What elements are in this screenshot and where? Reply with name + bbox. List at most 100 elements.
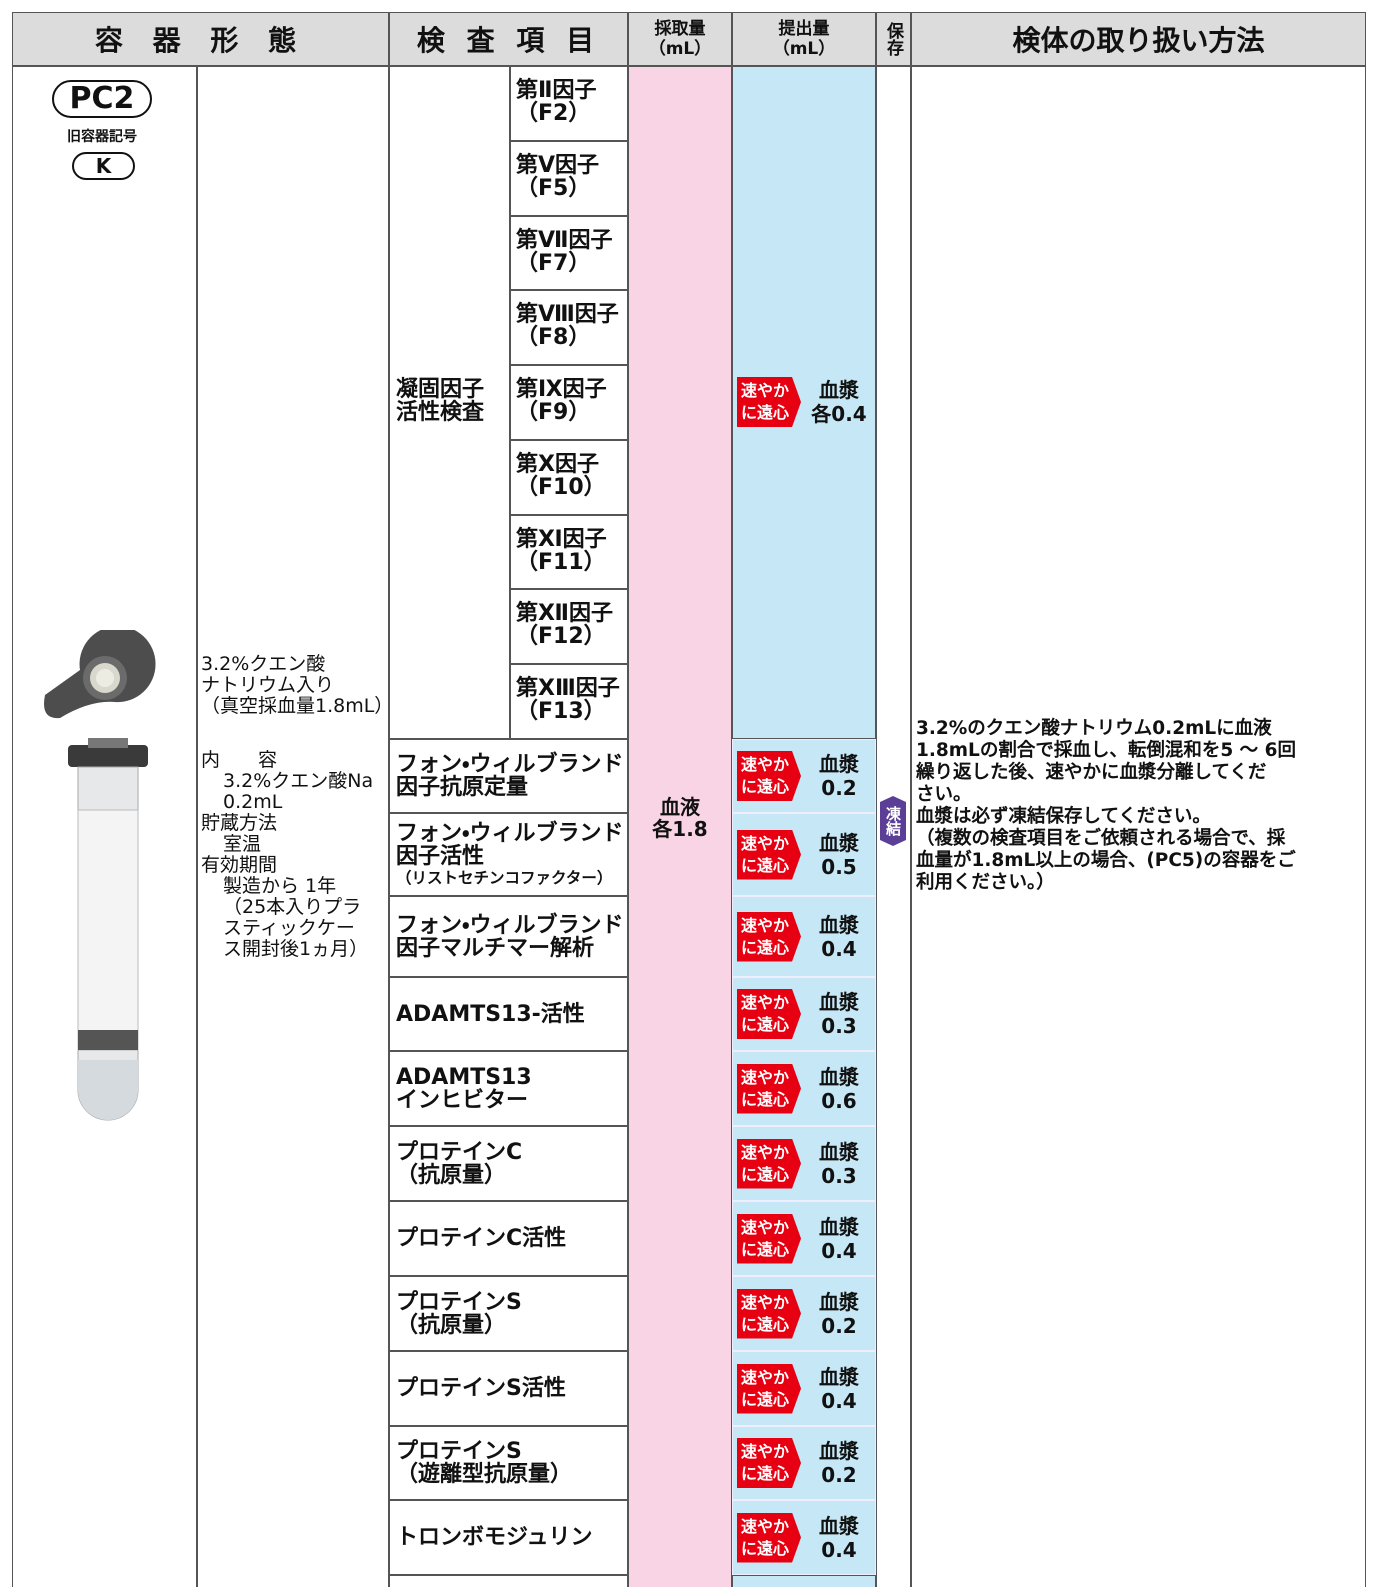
test-cell [389, 1201, 628, 1276]
test-name: プロテインC （抗原量） [396, 1141, 522, 1187]
centrifuge-badge-line: 速やか [741, 755, 790, 774]
submission-amount-line: 0.5 [821, 854, 857, 879]
submission-amount-line: 各0.4 [811, 402, 867, 426]
centrifuge-badge: 速やか に遠心 [737, 989, 801, 1039]
test-name: 第Ⅶ因子 （F7） [516, 229, 613, 275]
test-cell [510, 215, 628, 291]
submission-amount: 血漿 0.4 [800, 1365, 878, 1413]
test-name: 第Ⅱ因子 （F2） [516, 79, 597, 125]
centrifuge-badge: 速やか に遠心 [737, 1512, 801, 1563]
centrifuge-badge-line: 速やか [741, 1516, 790, 1536]
test-cell [510, 140, 628, 216]
submission-amount-line: 血漿 [819, 378, 859, 402]
centrifuge-badge-line: 速やか [741, 381, 790, 400]
test-cell [389, 739, 628, 813]
container-code: PC2 [52, 80, 152, 118]
test-name-line: 第Ⅻ因子 [516, 601, 613, 627]
submission-amount: 血漿 0.3 [800, 1140, 878, 1188]
old-code: K [72, 152, 135, 180]
centrifuge-badge-line: に遠心 [741, 1464, 790, 1483]
test-cell [510, 290, 628, 366]
header-cell: 容 器 形 態 [12, 12, 389, 66]
collection-line: 各1.8 [652, 817, 708, 841]
centrifuge-badge-line: 速やか [741, 1367, 790, 1387]
test-name: 第Ⅹ因子 （F10） [516, 453, 606, 499]
test-name-line: 第Ⅷ因子 [516, 302, 619, 328]
centrifuge-badge: 速やか に遠心 [737, 1213, 801, 1264]
test-name-line: プロテインS活性 [396, 1376, 566, 1401]
description-line: ナトリウム入り [201, 674, 335, 696]
expiry-label: 有効期間 [201, 854, 278, 876]
test-cell [389, 977, 628, 1051]
submission-cell [732, 1575, 876, 1587]
handling: 3.2%のクエン酸ナトリウム0.2mLに血液 1.8mLの割合で採血し、転倒混和を… [916, 718, 1296, 894]
centrifuge-badge-line: に遠心 [741, 937, 790, 957]
submission-amount-line: 0.2 [821, 1463, 857, 1487]
old-code-label: 旧容器記号 [67, 129, 137, 145]
test-name: 第Ⅺ因子 （F11） [516, 528, 607, 574]
test-name: トロンボモジュリン [396, 1526, 592, 1549]
test-name-line: （F8） [516, 325, 591, 351]
test-name-line: （抗原量） [396, 1312, 507, 1338]
header-cell: 提出量 （mL） [732, 12, 876, 66]
test-name: 第Ⅸ因子 （F9） [516, 378, 607, 424]
centrifuge-badge: 速やか に遠心 [737, 1438, 801, 1488]
test-name-line: プロテインC [396, 1139, 523, 1165]
submission-amount-line: 0.2 [821, 1313, 857, 1338]
test-name-line: 第Ⅶ因子 [516, 227, 613, 253]
centrifuge-badge: 速やか に遠心 [737, 377, 801, 427]
test-name-line: 因子活性 [396, 843, 485, 869]
test-cell [389, 1500, 628, 1575]
group-name-cell [389, 66, 510, 739]
centrifuge-badge-line: 速やか [741, 1442, 790, 1461]
group-name-line: 凝固因子 [396, 377, 485, 402]
submission-amount-line: 0.4 [821, 936, 857, 961]
test-name-line: 第Ⅺ因子 [516, 526, 607, 552]
expiry-line: ス開封後1ヵ月） [223, 938, 369, 960]
header-cell: 検 査 項 目 [389, 12, 628, 66]
centrifuge-badge: 速やか に遠心 [737, 751, 801, 801]
test-name-line: （F10） [516, 474, 606, 500]
test-name: フォン・ウィルブランド 因子活性 （リストセチンコファクター） [396, 822, 623, 888]
test-name: 第ⅩⅢ因子 （F13） [516, 677, 620, 723]
submission-amount: 血漿 0.4 [800, 1215, 878, 1263]
centrifuge-badge: 速やか に遠心 [737, 1138, 801, 1189]
expiry-line: 製造から 1年 [223, 875, 337, 897]
handling-line: さい。 [916, 784, 972, 805]
submission-amount: 血漿 0.6 [800, 1065, 878, 1113]
test-name: プロテインS活性 [396, 1377, 566, 1400]
centrifuge-badge-line: 速やか [741, 1292, 790, 1312]
centrifuge-badge-line: に遠心 [741, 855, 790, 875]
submission-amount-line: 血漿 [819, 1439, 859, 1463]
test-name-line: 第ⅩⅢ因子 [516, 676, 620, 702]
centrifuge-badge: 速やか に遠心 [737, 1063, 801, 1114]
test-name: プロテインC活性 [396, 1227, 566, 1250]
centrifuge-badge-line: に遠心 [741, 403, 790, 422]
submission-amount-line: 血漿 [819, 1214, 859, 1239]
centrifuge-badge-line: 速やか [741, 993, 790, 1012]
handling-cell [911, 66, 1366, 1587]
description: 3.2%クエン酸 ナトリウム入り （真空採血量1.8mL） [201, 654, 393, 717]
test-name-line: プロテインS [396, 1439, 522, 1464]
test-cell [510, 439, 628, 515]
test-name-line: 因子マルチマー解析 [396, 935, 595, 961]
test-name: フォン・ウィルブランド 因子抗原定量 [396, 753, 623, 799]
centrifuge-badge-line: に遠心 [741, 1314, 790, 1334]
description-cell [197, 66, 389, 1587]
submission-amount-line: 血漿 [819, 1139, 859, 1164]
test-cell [389, 813, 628, 896]
header-cell-line: （mL） [648, 39, 712, 59]
test-name: ADAMTS13-活性 [396, 1003, 585, 1026]
test-name-line: （F11） [516, 549, 606, 575]
submission-amount-line: 0.3 [821, 1163, 857, 1188]
header-cell-line: 提出量 [778, 19, 830, 39]
storage-value: 室温 [223, 833, 262, 855]
collection-cell [628, 66, 732, 1587]
test-cell [389, 1051, 628, 1126]
container-cell [12, 66, 197, 1587]
test-cell [389, 1426, 628, 1500]
storage-badge: 凍結 [880, 796, 906, 846]
centrifuge-badge: 速やか に遠心 [737, 911, 801, 962]
submission-amount-line: 0.4 [821, 1238, 857, 1263]
